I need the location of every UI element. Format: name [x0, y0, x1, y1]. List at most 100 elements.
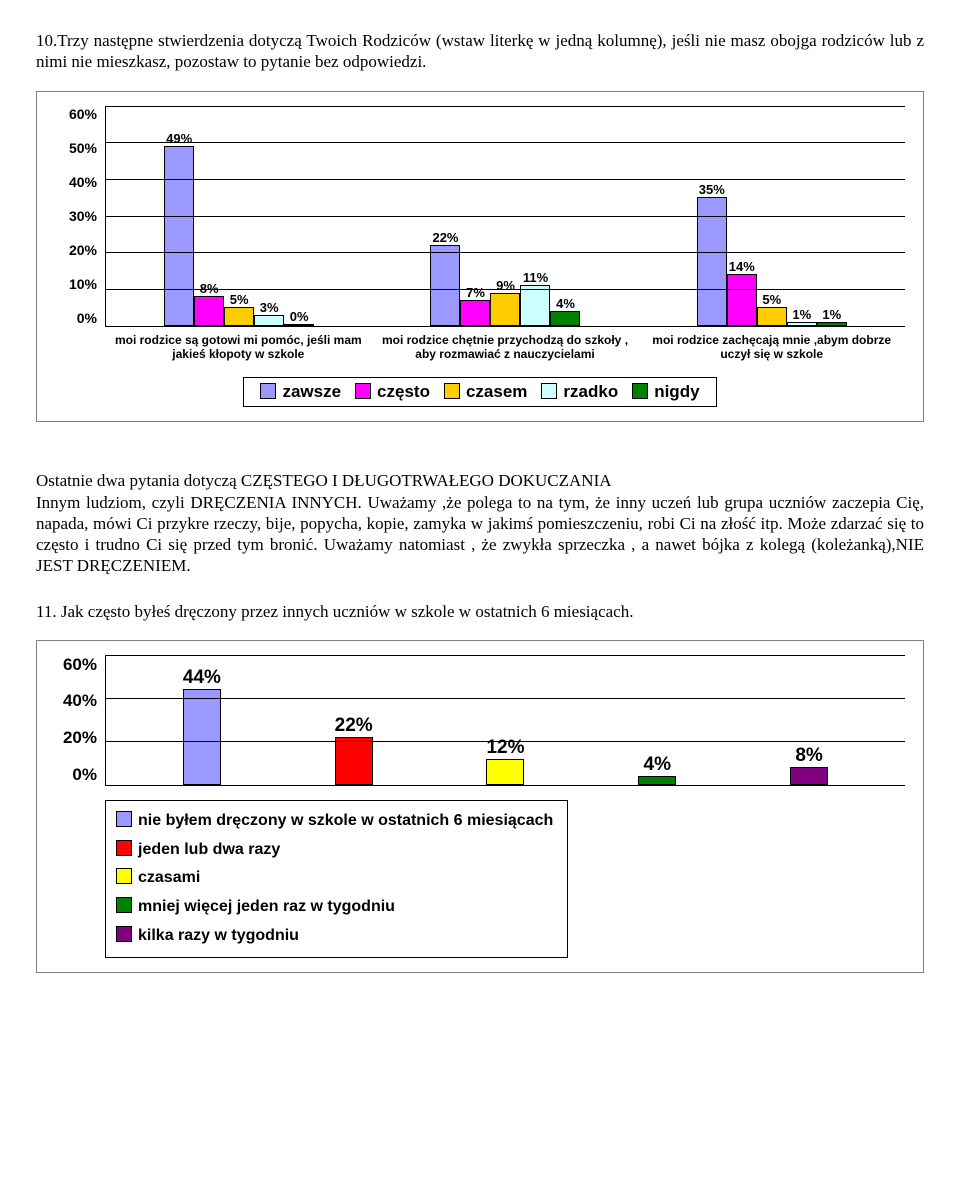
chart1-legend-swatch — [541, 383, 557, 399]
chart1-barwrap: 7% — [460, 300, 490, 326]
chart-10: 60%50%40%30%20%10%0% 49%8%5%3%0%22%7%9%1… — [36, 91, 924, 423]
chart1-bar-label: 49% — [166, 131, 192, 146]
chart2-bar-label: 8% — [795, 745, 822, 767]
chart1-legend-item: zawsze — [260, 382, 341, 402]
chart1-group: 49%8%5%3%0% — [164, 146, 314, 326]
chart1-ytick: 10% — [55, 276, 97, 292]
chart1-gridline — [106, 106, 905, 107]
chart1-legend: zawszeczęstoczasemrzadkonigdy — [243, 377, 716, 407]
chart2-legend-item: nie byłem dręczony w szkole w ostatnich … — [116, 807, 553, 836]
paragraph-dręczenie: Ostatnie dwa pytania dotyczą CZĘSTEGO I … — [36, 470, 924, 576]
chart2-bar — [335, 737, 373, 785]
chart1-bar-label: 14% — [729, 259, 755, 274]
question-11-text: 11. Jak często byłeś dręczony przez inny… — [36, 601, 924, 622]
chart1-xlabel: moi rodzice są gotowi mi pomóc, jeśli ma… — [105, 333, 372, 362]
chart1-barwrap: 3% — [254, 315, 284, 326]
chart1-gridline — [106, 142, 905, 143]
chart2-gridline — [106, 655, 905, 656]
chart1-legend-item: często — [355, 382, 430, 402]
chart1-bar-label: 4% — [556, 296, 575, 311]
chart1-yaxis: 60%50%40%30%20%10%0% — [55, 106, 97, 326]
chart1-bar-label: 11% — [523, 270, 548, 285]
chart2-gridline — [106, 698, 905, 699]
chart1-gridline — [106, 252, 905, 253]
chart2-ytick: 60% — [55, 655, 97, 675]
chart2-bar-label: 4% — [644, 754, 671, 776]
chart1-bar-label: 3% — [260, 300, 279, 315]
chart1-bar — [164, 146, 194, 326]
chart1-gridline — [106, 216, 905, 217]
chart2-legend-swatch — [116, 811, 132, 827]
chart1-bar — [284, 324, 314, 326]
chart2-legend-swatch — [116, 840, 132, 856]
chart1-bar — [727, 274, 757, 325]
chart1-bar-label: 0% — [290, 309, 309, 324]
chart1-bar — [520, 285, 550, 325]
chart1-barwrap: 5% — [224, 307, 254, 325]
chart1-legend-item: rzadko — [541, 382, 618, 402]
chart1-barwrap: 1% — [787, 322, 817, 326]
chart2-bar-label: 12% — [486, 737, 524, 759]
chart1-bar-label: 1% — [792, 307, 811, 322]
chart2-barwrap: 8% — [790, 767, 828, 784]
chart2-legend-item: czasami — [116, 864, 553, 893]
chart2-plot: 44% 22% 12% 4% 8% — [105, 655, 905, 786]
chart1-legend-swatch — [355, 383, 371, 399]
chart2-ytick: 40% — [55, 691, 97, 711]
chart2-barwrap: 12% — [486, 759, 524, 785]
chart1-bar-label: 22% — [432, 230, 458, 245]
chart2-ytick: 0% — [55, 765, 97, 785]
chart2-bar — [638, 776, 676, 785]
chart1-barwrap: 14% — [727, 274, 757, 325]
chart1-legend-swatch — [260, 383, 276, 399]
chart2-barwrap: 44% — [183, 689, 221, 784]
chart2-yaxis: 60%40%20%0% — [55, 655, 97, 785]
chart2-gridline — [106, 741, 905, 742]
chart1-ytick: 0% — [55, 310, 97, 326]
chart2-legend-swatch — [116, 868, 132, 884]
chart-11: 60%40%20%0% 44%22%12%4%8% nie byłem dręc… — [36, 640, 924, 973]
chart1-barwrap: 5% — [757, 307, 787, 325]
chart1-bar — [194, 296, 224, 325]
chart1-bar — [490, 293, 520, 326]
chart1-bar — [787, 322, 817, 326]
chart1-bar — [817, 322, 847, 326]
chart2-legend-item: kilka razy w tygodniu — [116, 922, 553, 951]
chart1-legend-swatch — [632, 383, 648, 399]
chart1-plot: 49%8%5%3%0%22%7%9%11%4%35%14%5%1%1% — [105, 106, 905, 327]
chart1-bar — [550, 311, 580, 326]
chart1-bar-label: 5% — [230, 292, 249, 307]
chart1-legend-item: nigdy — [632, 382, 699, 402]
chart1-group: 22%7%9%11%4% — [430, 245, 580, 326]
chart2-legend-item: mniej więcej jeden raz w tygodniu — [116, 893, 553, 922]
chart1-barwrap: 1% — [817, 322, 847, 326]
question-10-text: 10.Trzy następne stwierdzenia dotyczą Tw… — [36, 30, 924, 73]
chart1-bar — [757, 307, 787, 325]
chart2-bar — [486, 759, 524, 785]
chart2-bar-label: 44% — [183, 667, 221, 689]
chart1-bar — [460, 300, 490, 326]
chart1-xlabels: moi rodzice są gotowi mi pomóc, jeśli ma… — [105, 333, 905, 362]
chart2-barwrap: 22% — [335, 737, 373, 785]
chart1-barwrap: 0% — [284, 324, 314, 326]
chart1-ytick: 50% — [55, 140, 97, 156]
chart2-bar — [183, 689, 221, 784]
chart1-barwrap: 4% — [550, 311, 580, 326]
chart1-bar-label: 35% — [699, 182, 725, 197]
chart2-legend-item: jeden lub dwa razy — [116, 836, 553, 865]
chart2-legend: nie byłem dręczony w szkole w ostatnich … — [105, 800, 568, 958]
chart2-legend-swatch — [116, 926, 132, 942]
chart2-legend-swatch — [116, 897, 132, 913]
chart1-bar — [254, 315, 284, 326]
chart1-bar-label: 7% — [466, 285, 485, 300]
chart1-gridline — [106, 289, 905, 290]
chart1-barwrap: 8% — [194, 296, 224, 325]
chart1-barwrap: 9% — [490, 293, 520, 326]
chart1-ytick: 20% — [55, 242, 97, 258]
chart1-xlabel: moi rodzice zachęcają mnie ,abym dobrze … — [638, 333, 905, 362]
chart1-bar — [224, 307, 254, 325]
chart1-barwrap: 49% — [164, 146, 194, 326]
chart2-groups: 44% 22% 12% 4% 8% — [106, 655, 905, 785]
chart2-bar — [790, 767, 828, 784]
chart1-gridline — [106, 179, 905, 180]
